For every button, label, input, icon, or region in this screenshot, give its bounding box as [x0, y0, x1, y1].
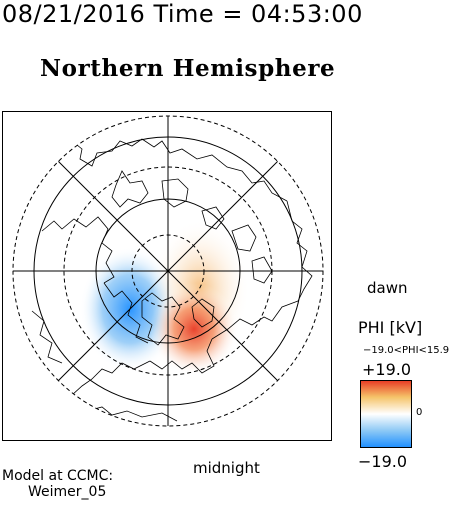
positive-potential-cell [150, 283, 238, 375]
legend-range: −19.0<PHI<15.9 [363, 345, 450, 356]
dawn-label: dawn [367, 279, 408, 297]
legend-min-label: −19.0 [358, 452, 408, 471]
model-name: Weimer_05 [28, 484, 107, 500]
legend-max-label: +19.0 [362, 360, 412, 379]
graticule [13, 116, 323, 426]
timestamp: 08/21/2016 Time = 04:53:00 [2, 0, 363, 28]
coastlines [31, 138, 313, 422]
model-label: Model at CCMC: [2, 468, 114, 484]
legend-colorbar [360, 380, 412, 448]
legend-gradient [360, 380, 412, 448]
legend-zero-label: 0 [416, 407, 423, 418]
outer-latitude-circle [12, 115, 324, 427]
midnight-label: midnight [193, 459, 260, 477]
legend-title: PHI [kV] [358, 318, 423, 337]
map-title: Northern Hemisphere [40, 55, 336, 82]
polar-potential-map [2, 111, 332, 441]
